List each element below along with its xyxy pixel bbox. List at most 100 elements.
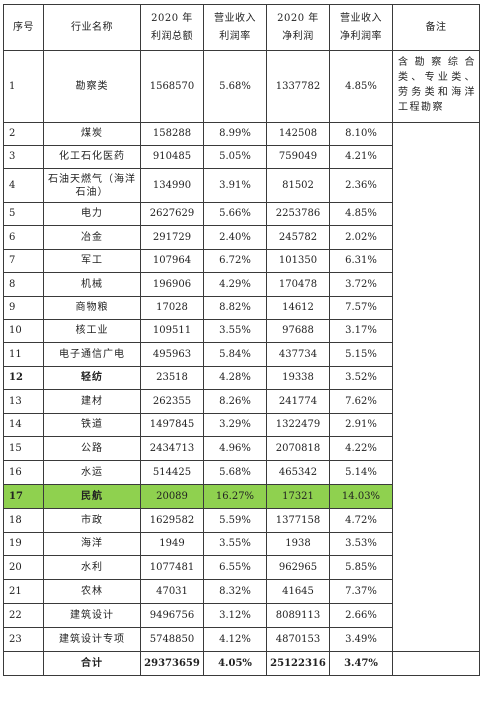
- table-row: 22 建筑设计 9496756 3.12% 8089113 2.66%: [3, 603, 480, 628]
- cell-seq: 2: [3, 122, 44, 146]
- cell-total-profit: 910485: [140, 145, 204, 169]
- cell-industry: 冶金: [43, 225, 141, 250]
- cell-profit-rate: 2.40%: [203, 225, 267, 250]
- cell-net-rate: 8.10%: [329, 122, 393, 146]
- cell-seq: 9: [3, 296, 44, 320]
- cell-industry: 电子通信广电: [43, 342, 141, 367]
- cell-industry: 海洋: [43, 532, 141, 556]
- cell-net-profit: 241774: [266, 389, 330, 414]
- cell-industry: 化工石化医药: [43, 145, 141, 169]
- cell-industry: 农林: [43, 579, 141, 604]
- cell-seq: 7: [3, 249, 44, 273]
- table-row: 3 化工石化医药 910485 5.05% 759049 4.21%: [3, 145, 480, 169]
- cell-total-profit: 514425: [140, 460, 204, 485]
- cell-profit-rate: 4.12%: [203, 627, 267, 652]
- cell-net-rate: 5.14%: [329, 460, 393, 485]
- cell-seq: 8: [3, 272, 44, 297]
- cell-net-rate: 4.85%: [329, 50, 393, 123]
- cell-net-rate: 7.57%: [329, 296, 393, 320]
- total-row: 合计 29373659 4.05% 25122316 3.47%: [3, 651, 480, 676]
- cell-total-profit: 5748850: [140, 627, 204, 652]
- cell-net-profit: 1322479: [266, 413, 330, 437]
- cell-note: 含勘察综合类、专业类、劳务类和海洋工程勘察: [392, 50, 480, 123]
- cell-profit-rate: 3.55%: [203, 532, 267, 556]
- table-row: 16 水运 514425 5.68% 465342 5.14%: [3, 460, 480, 485]
- cell-net-profit: 437734: [266, 342, 330, 367]
- cell-total-profit: 47031: [140, 579, 204, 604]
- table-row-highlighted: 17 民航 20089 16.27% 17321 14.03%: [3, 484, 480, 509]
- table-row: 7 军工 107964 6.72% 101350 6.31%: [3, 249, 480, 273]
- cell-profit-rate: 4.29%: [203, 272, 267, 297]
- cell-profit-rate: 5.68%: [203, 460, 267, 485]
- table-row: 23 建筑设计专项 5748850 4.12% 4870153 3.49%: [3, 627, 480, 652]
- cell-total-profit: 1629582: [140, 508, 204, 533]
- cell-net-rate: 3.72%: [329, 272, 393, 297]
- cell-net-profit: 8089113: [266, 603, 330, 628]
- cell-industry: 石油天燃气（海洋石油）: [43, 168, 141, 203]
- header-seq: 序号: [3, 4, 44, 51]
- cell-profit-rate: 6.55%: [203, 555, 267, 580]
- cell-seq: 14: [3, 413, 44, 437]
- cell-net-profit: 2070818: [266, 436, 330, 461]
- cell-total-profit: 9496756: [140, 603, 204, 628]
- cell-industry: 建筑设计: [43, 603, 141, 628]
- cell-seq: 13: [3, 389, 44, 414]
- cell-seq: 10: [3, 319, 44, 343]
- cell-net-profit: 17321: [266, 484, 330, 509]
- cell-net-rate: 3.52%: [329, 366, 393, 390]
- total-note-empty: [392, 651, 480, 676]
- cell-net-profit: 41645: [266, 579, 330, 604]
- cell-industry: 铁道: [43, 413, 141, 437]
- cell-profit-rate: 4.28%: [203, 366, 267, 390]
- header-row: 序号 行业名称 2020 年 利润总额 营业收入 利润率 2020 年 净利润 …: [3, 4, 480, 51]
- cell-net-profit: 245782: [266, 225, 330, 250]
- cell-industry: 勘察类: [43, 50, 141, 123]
- cell-profit-rate: 8.99%: [203, 122, 267, 146]
- cell-industry: 军工: [43, 249, 141, 273]
- cell-total-profit: 20089: [140, 484, 204, 509]
- table-row: 14 铁道 1497845 3.29% 1322479 2.91%: [3, 413, 480, 437]
- cell-profit-rate: 8.82%: [203, 296, 267, 320]
- table-container: 序号 行业名称 2020 年 利润总额 营业收入 利润率 2020 年 净利润 …: [3, 4, 480, 676]
- header-industry: 行业名称: [43, 4, 141, 51]
- cell-net-profit: 759049: [266, 145, 330, 169]
- cell-total-profit: 158288: [140, 122, 204, 146]
- cell-total-profit: 1077481: [140, 555, 204, 580]
- cell-net-rate: 4.85%: [329, 202, 393, 226]
- cell-net-rate: 4.22%: [329, 436, 393, 461]
- cell-profit-rate: 4.96%: [203, 436, 267, 461]
- total-net-rate: 3.47%: [329, 651, 393, 676]
- cell-seq: 16: [3, 460, 44, 485]
- cell-net-profit: 1337782: [266, 50, 330, 123]
- cell-seq: 19: [3, 532, 44, 556]
- cell-profit-rate: 5.84%: [203, 342, 267, 367]
- cell-total-profit: 2434713: [140, 436, 204, 461]
- cell-profit-rate: 5.66%: [203, 202, 267, 226]
- table-row: 19 海洋 1949 3.55% 1938 3.53%: [3, 532, 480, 556]
- cell-industry: 机械: [43, 272, 141, 297]
- header-total-profit: 2020 年 利润总额: [140, 4, 204, 51]
- table-row: 21 农林 47031 8.32% 41645 7.37%: [3, 579, 480, 604]
- cell-total-profit: 2627629: [140, 202, 204, 226]
- cell-seq: 21: [3, 579, 44, 604]
- industry-profit-table: 序号 行业名称 2020 年 利润总额 营业收入 利润率 2020 年 净利润 …: [3, 4, 480, 676]
- table-row: 15 公路 2434713 4.96% 2070818 4.22%: [3, 436, 480, 461]
- cell-net-rate: 6.31%: [329, 249, 393, 273]
- cell-seq: 23: [3, 627, 44, 652]
- cell-net-profit: 4870153: [266, 627, 330, 652]
- cell-net-profit: 19338: [266, 366, 330, 390]
- note-empty-area: [392, 122, 480, 652]
- cell-profit-rate: 3.29%: [203, 413, 267, 437]
- cell-seq: 22: [3, 603, 44, 628]
- cell-profit-rate: 3.91%: [203, 168, 267, 203]
- cell-industry: 核工业: [43, 319, 141, 343]
- table-row: 4 石油天燃气（海洋石油） 134990 3.91% 81502 2.36%: [3, 168, 480, 203]
- cell-net-rate: 4.72%: [329, 508, 393, 533]
- total-total-profit: 29373659: [140, 651, 204, 676]
- cell-net-profit: 14612: [266, 296, 330, 320]
- cell-seq: 18: [3, 508, 44, 533]
- cell-seq: 5: [3, 202, 44, 226]
- cell-seq: 17: [3, 484, 44, 509]
- table-row: 6 冶金 291729 2.40% 245782 2.02%: [3, 225, 480, 250]
- cell-industry: 建材: [43, 389, 141, 414]
